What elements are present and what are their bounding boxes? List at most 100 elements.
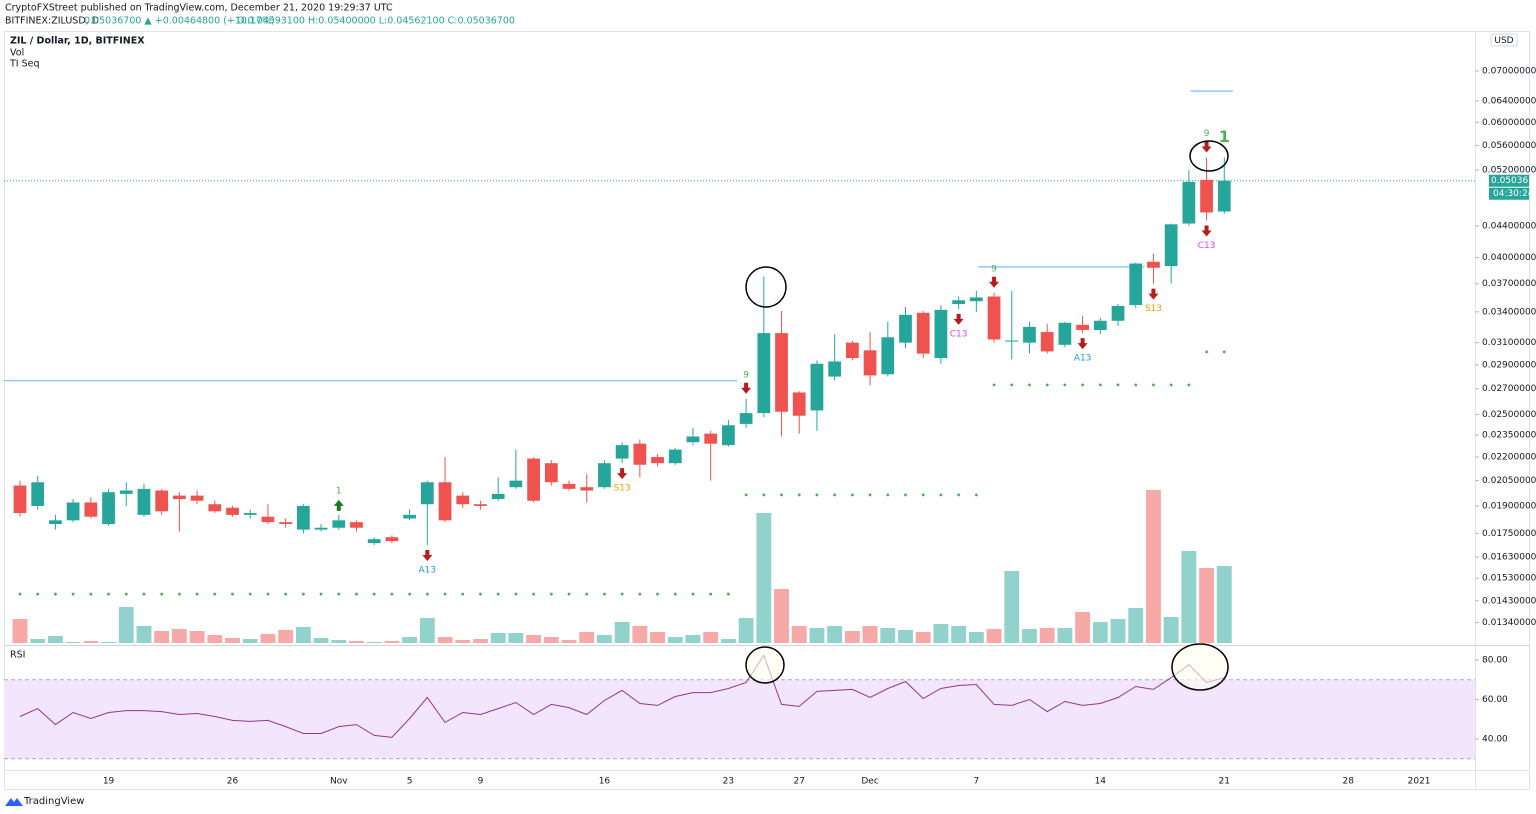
candle-body (1200, 179, 1213, 213)
candle-body (13, 485, 27, 514)
volume-bar (295, 627, 311, 643)
level-dot (957, 493, 961, 497)
candle-body (1058, 322, 1072, 345)
level-dot (195, 592, 199, 596)
td-arrow (989, 276, 1000, 288)
y-tick-label: 0.07000000 (1482, 66, 1536, 76)
rsi-tick-label: 80.00 (1482, 656, 1508, 666)
brand-logo[interactable] (5, 798, 23, 806)
candle-body (438, 482, 452, 521)
candle-body (934, 309, 948, 359)
candle-body (1040, 332, 1054, 352)
candle-body (420, 482, 434, 505)
y-tick-label: 0.05200000 (1482, 166, 1536, 176)
rsi-line (19, 654, 1225, 738)
volume-layer (12, 490, 1232, 643)
candle-body (881, 337, 895, 375)
volume-bar (880, 628, 896, 643)
currency-box[interactable] (1490, 33, 1518, 47)
level-dot (319, 592, 323, 596)
td-arrow (1201, 225, 1212, 237)
candle-body (173, 495, 186, 500)
td-arrow (1201, 141, 1212, 153)
candle-body (1164, 224, 1178, 267)
y-tick-label: 0.01430000 (1482, 596, 1536, 606)
volume-bar (349, 641, 364, 643)
volume-bar (473, 639, 488, 643)
y-tick-label: 0.01630000 (1482, 553, 1536, 563)
candle-body (385, 537, 399, 542)
candle-body (615, 445, 629, 459)
chart-frame (4, 31, 1530, 790)
published-line: CryptoFXStreet published on TradingView.… (5, 3, 393, 14)
candle-body (84, 502, 98, 517)
candle-body (544, 463, 558, 483)
volume-bar (685, 635, 701, 643)
symbol: BITFINEX:ZILUSD, D (5, 16, 99, 27)
volume-bar (118, 607, 134, 643)
volume-bar (579, 632, 595, 643)
tags-layer: 0.05036700 04:30:24 (1489, 174, 1536, 200)
candle-body (899, 314, 912, 343)
y-tick-label: 0.03100000 (1482, 338, 1536, 348)
level-dot (1098, 383, 1102, 387)
volume-bar (366, 642, 382, 643)
candle-body (1147, 261, 1160, 268)
candle-body (845, 342, 859, 359)
volume-bar (1181, 551, 1197, 643)
level-dot (585, 592, 589, 596)
candle-body (279, 522, 293, 525)
candle-body (1093, 320, 1107, 330)
y-tick-label: 0.05600000 (1482, 141, 1536, 151)
volume-bar (791, 626, 807, 643)
candle-body (1129, 263, 1143, 306)
brand[interactable]: TradingView (23, 796, 84, 807)
candle-body (332, 520, 346, 528)
volume-bar (526, 635, 542, 643)
volume-bar (331, 640, 347, 643)
volume-bar (614, 622, 630, 643)
level-dot (425, 592, 429, 596)
td-arrow (1148, 288, 1159, 300)
candle-body (314, 527, 328, 530)
volume-bar (774, 589, 789, 643)
y-tick-label: 0.03700000 (1482, 279, 1536, 289)
level-dot (603, 592, 606, 596)
price-tag: 0.05036700 (1491, 176, 1536, 186)
volume-bar (898, 630, 913, 643)
td-arrow (333, 499, 344, 511)
level-dot (213, 592, 217, 596)
volume-bar (827, 626, 843, 643)
candle-body (367, 539, 381, 544)
volume-bar (171, 629, 187, 643)
level-dot (567, 592, 571, 596)
level-dot (177, 592, 181, 596)
volume-bar (1004, 571, 1020, 643)
rsi-band (4, 679, 1475, 759)
level-dot (461, 592, 465, 596)
axis-layer: 0.07000000 0.06400000 0.06000000 0.05600000… (103, 66, 1536, 786)
volume-bar (667, 637, 683, 643)
candle-body (952, 300, 966, 305)
legend-volume: Vol (10, 48, 24, 59)
volume-bar (951, 626, 967, 643)
level-dot (992, 383, 996, 387)
td-label: C13 (1198, 241, 1216, 251)
candle-body (1217, 180, 1231, 212)
volume-bar (862, 626, 878, 643)
candle-body (775, 333, 788, 412)
volume-bar (650, 632, 665, 643)
level-dot (479, 592, 482, 596)
level-dot (1045, 383, 1049, 387)
level-dot (54, 592, 57, 596)
y-tick-label: 0.06400000 (1482, 96, 1536, 106)
level-dot (974, 493, 978, 497)
candle-body (651, 457, 664, 464)
volume-bar (225, 638, 240, 643)
candle-body (828, 361, 842, 377)
volume-bar (915, 632, 931, 643)
level-dot (1028, 383, 1031, 387)
level-dot (142, 592, 146, 596)
level-dot (443, 592, 447, 596)
